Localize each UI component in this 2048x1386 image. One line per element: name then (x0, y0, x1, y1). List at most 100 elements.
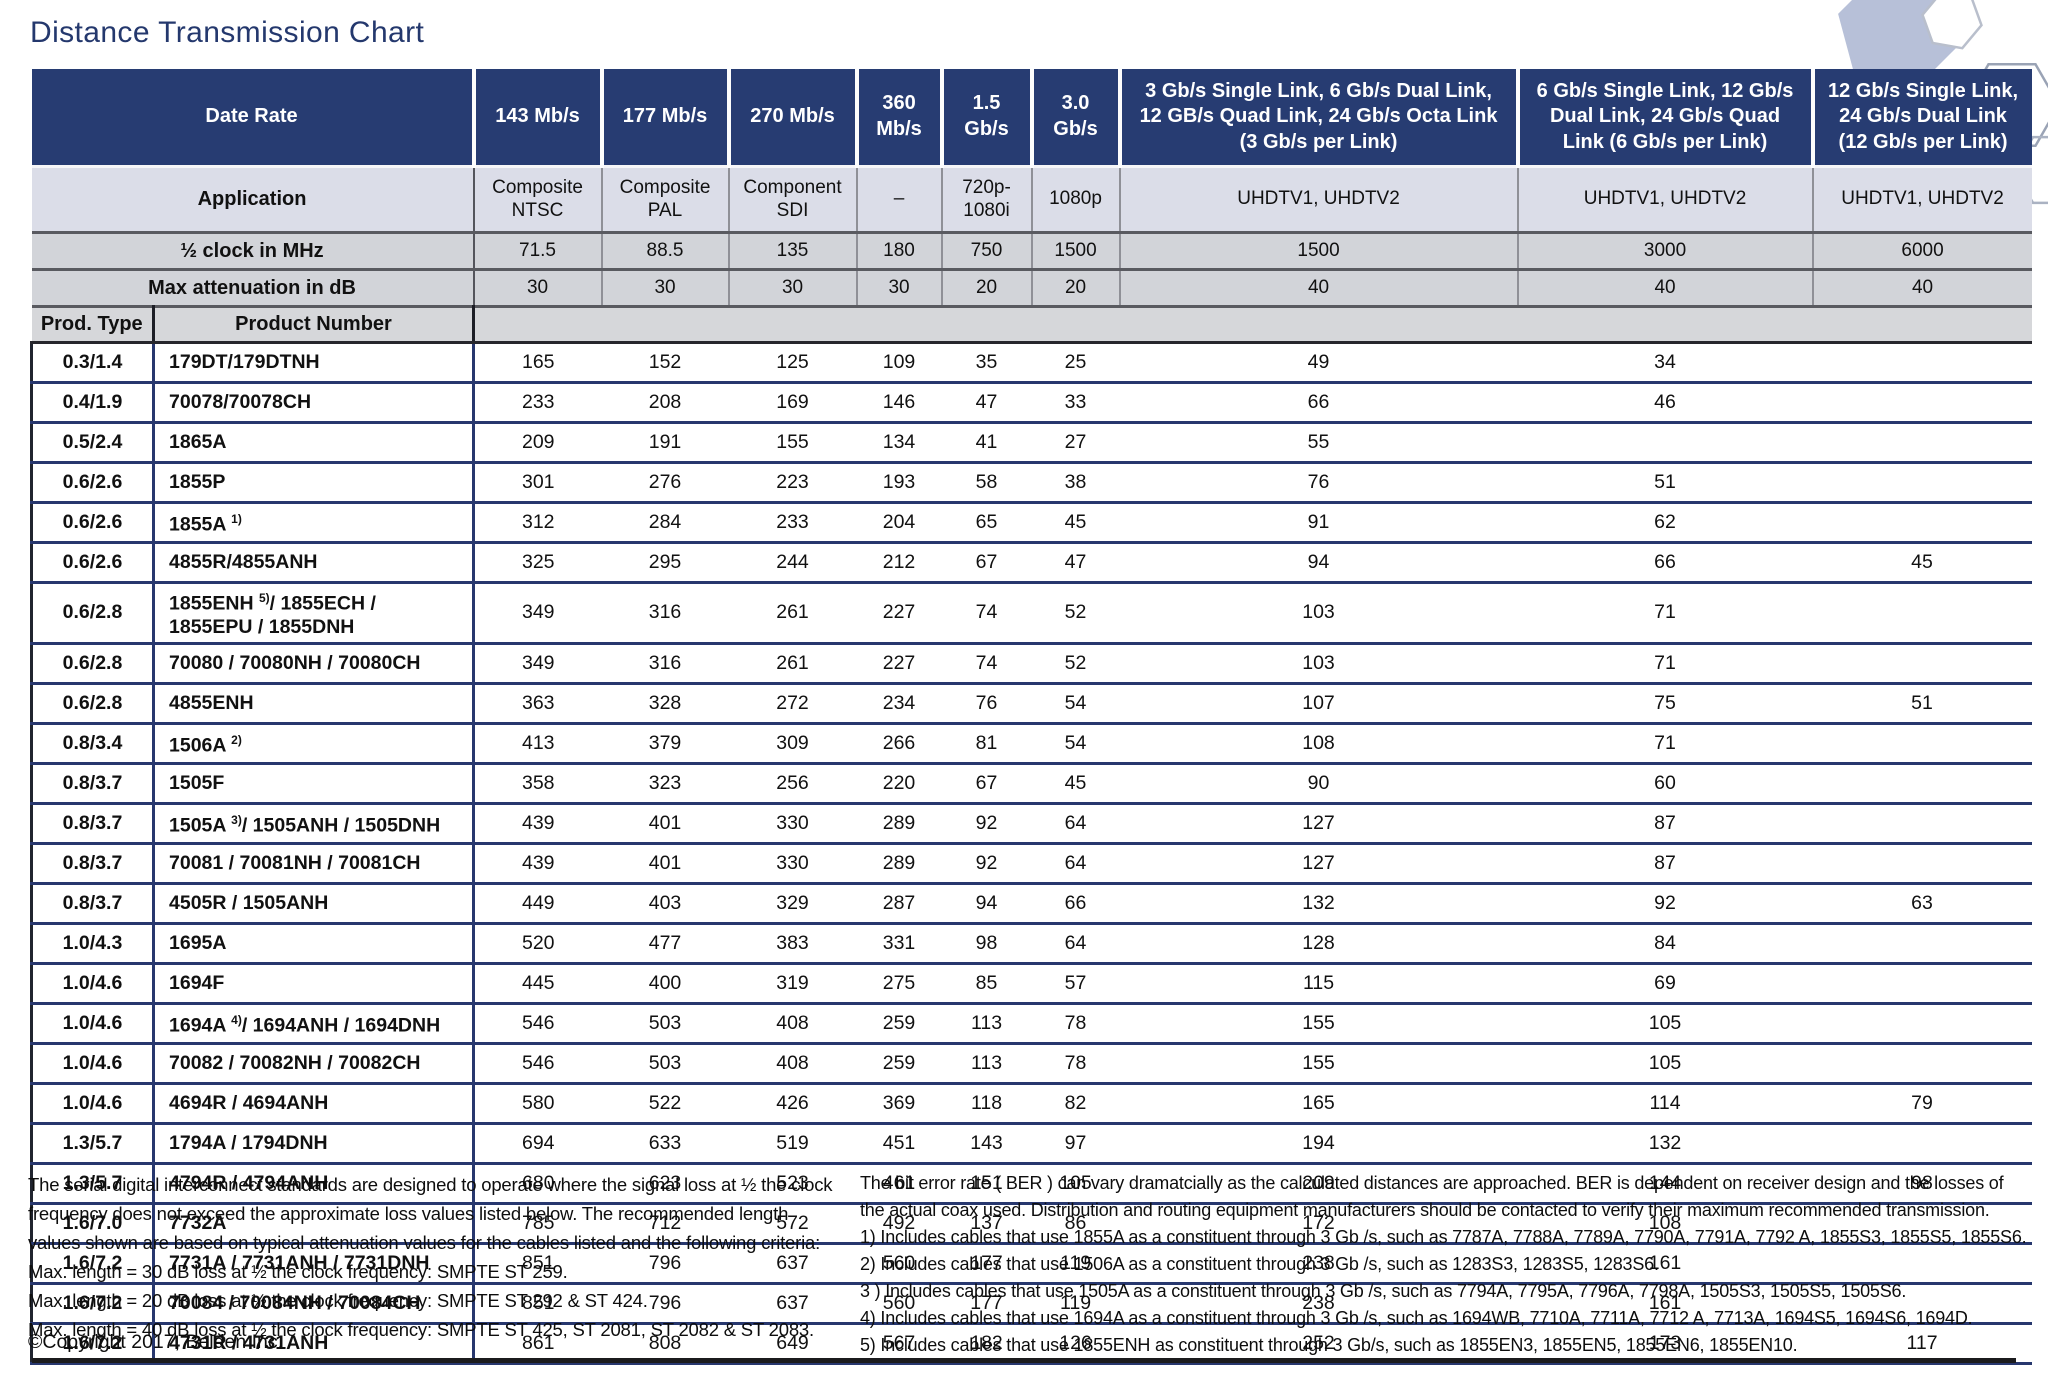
cell-value: 238 (1119, 1283, 1518, 1325)
cell-value: 47 (941, 382, 1032, 424)
cell-product-number: 70084 / 70084NH / 70084CH (153, 1283, 476, 1325)
cell-value: 87 (1517, 843, 1813, 885)
cell-value: 132 (1119, 883, 1518, 925)
cell-value: 633 (601, 1123, 729, 1165)
cell-prod-type: 1.0/4.6 (30, 1003, 155, 1045)
header-blank-cell (473, 305, 2032, 344)
header-half-clock: 71.5 (472, 231, 602, 270)
cell-value: 220 (856, 763, 942, 805)
cell-value: 109 (856, 342, 942, 384)
footnote-line: values shown are based on typical attenu… (28, 1232, 821, 1253)
cell-value: 103 (1119, 643, 1518, 685)
cell-value: 33 (1031, 382, 1120, 424)
cell-value: 105 (1517, 1043, 1813, 1085)
footnote-line: Max. length = 30 dB loss at ½ the clock … (28, 1261, 568, 1282)
cell-product-number: 4794R / 4794ANH (153, 1163, 476, 1205)
header-application: Composite PAL (600, 165, 729, 233)
bottom-rule (32, 1358, 2016, 1363)
cell-value: 522 (601, 1083, 729, 1125)
table-row: 1.6/7.2 4731R / 4731ANH 861 808 649 567 182 126… (30, 1323, 2032, 1365)
table-row: 0.6/2.8 4855ENH 363 328 272 234 76 54 107 75 51 (30, 683, 2032, 725)
cell-value: 227 (856, 643, 942, 685)
cell-value: 383 (728, 923, 857, 965)
footnote-line: Max. length = 40 dB loss at ½ the clock … (28, 1319, 814, 1340)
distance-transmission-table: Date Rate 143 Mb/s 177 Mb/s 270 Mb/s 360… (30, 69, 2032, 1365)
header-half-clock: 88.5 (600, 231, 729, 270)
table-row: 1.6/7.0 7732A 785 712 572 492 137 86 172 108 (30, 1203, 2032, 1245)
cell-product-number: 1505F (153, 763, 476, 805)
cell-value: 266 (856, 723, 942, 765)
footnote-line: The serial digital interconnect standard… (28, 1174, 833, 1195)
table-row: 1.6/7.2 70084 / 70084NH / 70084CH 851 796 63… (30, 1283, 2032, 1325)
header-max-attenuation: 30 (472, 268, 602, 307)
cell-value: 115 (1119, 963, 1518, 1005)
cell-value: 51 (1812, 683, 2032, 725)
cell-product-number: 1794A / 1794DNH (153, 1123, 476, 1165)
cell-value: 259 (856, 1003, 942, 1045)
cell-value: 851 (473, 1283, 602, 1325)
cell-value: 67 (941, 763, 1032, 805)
cell-value: 349 (473, 582, 602, 645)
cell-value: 209 (1119, 1163, 1518, 1205)
header-max-attenuation: 20 (1030, 268, 1120, 307)
header-max-attenuation: 40 (1811, 268, 2032, 307)
cell-value: 523 (728, 1163, 857, 1205)
cell-value: 62 (1517, 502, 1813, 544)
table-row: 0.8/3.7 1505F 358 323 256 220 67 45 90 60 (30, 763, 2032, 805)
cell-value: 58 (941, 462, 1032, 504)
footnote-line: 5) Includes cables that use 1855ENH as c… (860, 1335, 1798, 1355)
cell-value: 261 (728, 582, 857, 645)
cell-value: 256 (728, 763, 857, 805)
copyright-notice: ©Copyright 2017, Belden Inc. (28, 1331, 284, 1353)
cell-product-number: 1855ENH 5)/ 1855ECH / 1855EPU / 1855DNH (153, 582, 476, 645)
cell-value: 98 (941, 923, 1032, 965)
cell-value: 82 (1031, 1083, 1120, 1125)
cell-value: 45 (1031, 763, 1120, 805)
cell-value: 861 (473, 1323, 602, 1365)
cell-value: 63 (1812, 883, 2032, 925)
header-application: – (855, 165, 942, 233)
cell-value: 146 (856, 382, 942, 424)
cell-value: 223 (728, 462, 857, 504)
header-max-attenuation: 30 (855, 268, 942, 307)
cell-value: 60 (1517, 763, 1813, 805)
cell-value: 94 (941, 883, 1032, 925)
cell-value: 67 (941, 542, 1032, 584)
cell-product-number: 7732A (153, 1203, 476, 1245)
cell-prod-type: 1.6/7.2 (30, 1243, 155, 1285)
cell-value: 546 (473, 1003, 602, 1045)
cell-value: 520 (473, 923, 602, 965)
cell-value: 177 (941, 1283, 1032, 1325)
cell-value: 45 (1031, 502, 1120, 544)
cell-value: 66 (1031, 883, 1120, 925)
cell-value: 319 (728, 963, 857, 1005)
cell-value: 52 (1031, 582, 1120, 645)
header-application: UHDTV1, UHDTV2 (1516, 165, 1813, 233)
cell-value: 193 (856, 462, 942, 504)
table-row: 1.6/7.2 7731A / 7731ANH / 7731DNH 851 796 63… (30, 1243, 2032, 1285)
header-product-number-label: Product Number (153, 305, 476, 344)
cell-value (1812, 1243, 2032, 1285)
cell-value: 439 (473, 803, 602, 845)
footnote-line: 3 ) Includes cables that use 1505A as a … (860, 1281, 1907, 1301)
cell-value: 349 (473, 643, 602, 685)
header-half-clock: 1500 (1118, 231, 1518, 270)
table-row: 1.0/4.3 1695A 520 477 383 331 98 64 128 84 (30, 923, 2032, 965)
cell-prod-type: 0.3/1.4 (30, 342, 155, 384)
cell-value: 71 (1517, 723, 1813, 765)
cell-value (1812, 763, 2032, 805)
cell-value: 796 (601, 1243, 729, 1285)
cell-value: 74 (941, 582, 1032, 645)
cell-value (1812, 843, 2032, 885)
footnote-line: The bit error rate ( BER ) can vary dram… (860, 1173, 2004, 1193)
header-half-clock: 750 (940, 231, 1032, 270)
header-rate: 12 Gb/s Single Link, 24 Gb/s Dual Link (… (1810, 69, 2032, 167)
cell-value: 363 (473, 683, 602, 725)
cell-value: 379 (601, 723, 729, 765)
cell-value: 316 (601, 643, 729, 685)
cell-value: 477 (601, 923, 729, 965)
cell-value: 34 (1517, 342, 1813, 384)
footnote-line: frequency does not exceed the approximat… (28, 1203, 789, 1224)
table-row: 0.8/3.7 70081 / 70081NH / 70081CH 439 401 33… (30, 843, 2032, 885)
cell-value: 137 (941, 1203, 1032, 1245)
